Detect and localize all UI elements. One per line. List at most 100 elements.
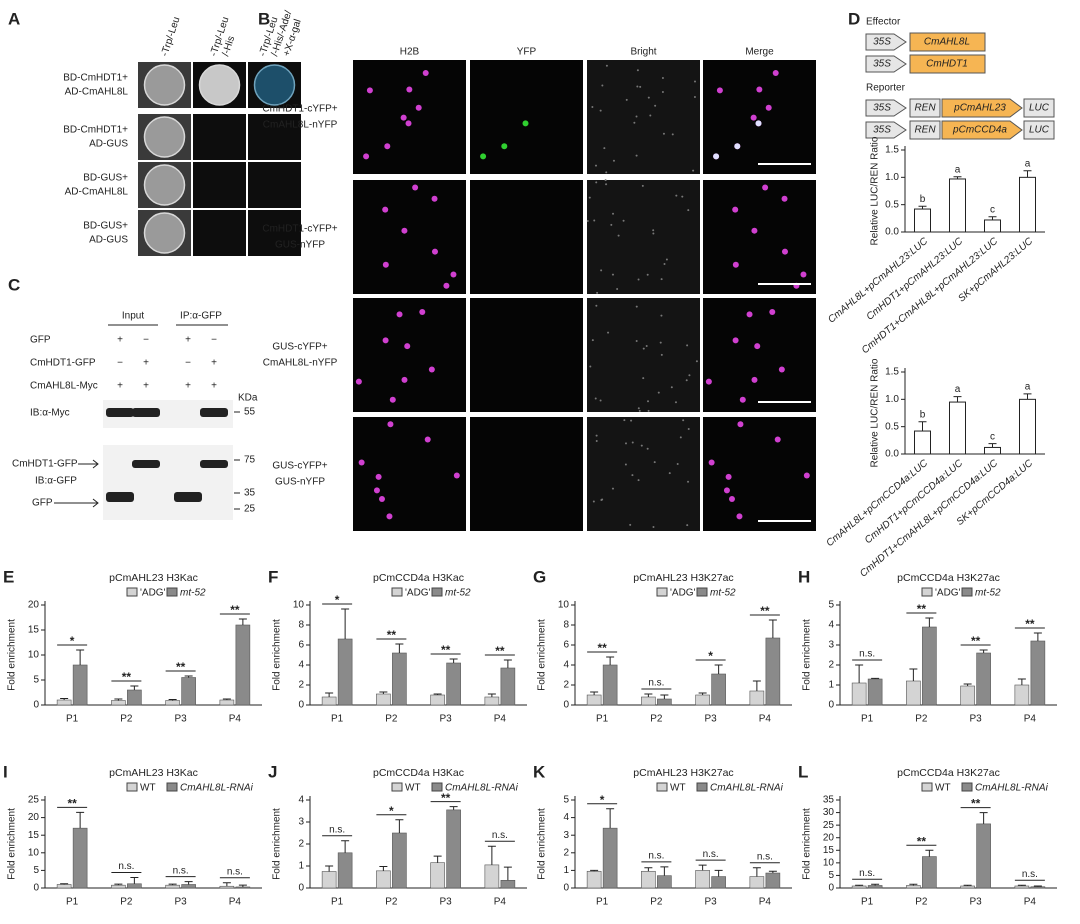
nucleus [716,87,723,94]
micrograph [470,417,583,531]
yfp-signal [501,143,508,150]
y-tick-label: 25 [28,795,40,806]
panel-label: A [8,9,20,28]
nucleus [750,114,757,121]
error-bar [503,659,512,668]
bar [235,886,251,889]
error-bar [871,883,880,886]
gene-box [909,54,986,74]
nucleus [774,436,781,443]
speck [616,288,619,291]
speck [595,434,598,437]
speck [693,80,696,83]
y-tick-label: 15 [28,830,40,841]
speck [642,377,645,380]
bar [906,680,921,706]
speck [647,400,650,403]
colony [143,164,186,206]
blot-label: IB:α-Myc [30,408,70,419]
speck [622,219,625,222]
y-tick-label: 1 [298,861,304,872]
gene-label: CmHDT1 [926,59,968,70]
bar [922,626,937,706]
nucleus [443,282,450,289]
error-bar [855,884,864,886]
nucleus [723,487,730,494]
error-bar [871,677,880,679]
blot-label: IB:α-GFP [35,476,77,487]
blot [103,445,233,520]
significance-label: ** [917,834,927,848]
y-axis-label: Fold enrichment [272,619,283,691]
nucleus [412,184,419,191]
column-header: Merge [745,47,774,58]
bar [337,638,353,706]
error-bar [449,806,458,810]
error-bar [60,883,69,885]
sign: − [117,358,123,369]
speck [665,258,668,261]
speck [645,345,648,348]
x-tick-label: P4 [1024,714,1037,725]
nucleus [772,69,779,76]
speck [687,427,690,430]
x-tick-label: P2 [915,897,928,908]
column-header: -Trp/-Leu [159,16,182,58]
chart-title: pCmCCD4a H3Kac [373,767,464,779]
error-bar [698,864,707,871]
error-bar [714,664,723,674]
y-tick-label: 5 [828,870,834,881]
y-tick-label: 0 [828,700,834,711]
sign: − [143,335,149,346]
nucleus [389,396,396,403]
speck [586,220,589,223]
yfp-signal [522,120,529,127]
y-tick-label: 1.0 [885,172,899,183]
bar [765,872,781,889]
bar [695,694,710,706]
sign: + [143,381,149,392]
significance-letter: b [920,194,926,205]
speck [649,114,652,117]
y-tick-label: 4 [563,660,569,671]
yfp-signal [755,120,762,127]
bar [430,694,445,706]
micrograph [470,60,583,174]
speck [695,360,698,363]
column-header: Bright [630,47,656,58]
micrograph [587,298,700,412]
x-tick-label: P1 [66,714,79,725]
speck [646,273,649,276]
nucleus [431,195,438,202]
bar [765,637,781,706]
y-tick-label: 20 [28,812,40,823]
significance-label: ** [971,634,981,648]
sign: − [185,358,191,369]
legend-swatch [696,587,708,597]
error-bar [1017,884,1026,886]
legend-label: CmAHL8L-RNAi [445,783,519,794]
nucleus [803,472,810,479]
bar [1014,885,1030,889]
speck [593,219,596,222]
nucleus [769,308,776,315]
error-bar [114,698,123,701]
x-tick-label: P1 [331,714,344,725]
gene-label: CmAHL8L [924,37,970,48]
promoter-arrow [865,55,907,73]
gene-box [909,32,986,52]
error-bar [503,866,512,881]
speck [682,419,685,422]
yfp-signal [480,153,487,160]
nucleus [725,473,732,480]
marker-label: 25 [244,504,256,515]
error-bar [184,881,193,885]
speck [594,164,597,167]
bar [1019,398,1036,455]
row-label: CmHDT1-cYFP+ [262,224,337,235]
section-title: Reporter [866,83,906,94]
y-tick-label: 0 [563,700,569,711]
band [106,492,134,502]
error-bar [979,812,988,824]
luc-box [1023,98,1055,118]
